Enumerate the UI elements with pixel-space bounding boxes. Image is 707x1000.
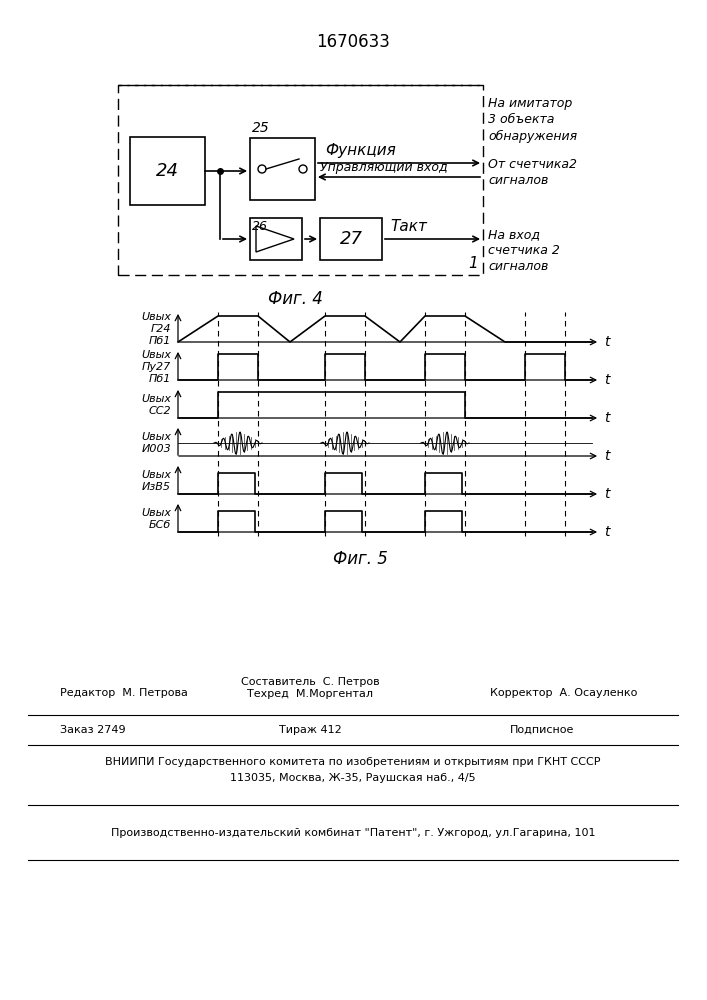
Text: t: t bbox=[604, 373, 609, 387]
Text: 27: 27 bbox=[339, 230, 363, 248]
Text: Uвых
Г24
Пб1: Uвых Г24 Пб1 bbox=[141, 312, 171, 346]
Bar bbox=[320, 218, 382, 260]
Text: На имитатор
3 объекта
обнаружения: На имитатор 3 объекта обнаружения bbox=[488, 97, 577, 143]
Text: t: t bbox=[604, 335, 609, 349]
Text: ВНИИПИ Государственного комитета по изобретениям и открытиям при ГКНТ СССР: ВНИИПИ Государственного комитета по изоб… bbox=[105, 757, 601, 767]
Text: Тираж 412: Тираж 412 bbox=[279, 725, 341, 735]
Text: t: t bbox=[604, 525, 609, 539]
Text: 1: 1 bbox=[468, 256, 478, 271]
Text: 24: 24 bbox=[156, 162, 179, 180]
Text: Корректор  А. Осауленко: Корректор А. Осауленко bbox=[490, 688, 638, 698]
Text: Фиг. 4: Фиг. 4 bbox=[267, 290, 322, 308]
Text: Подписное: Подписное bbox=[510, 725, 574, 735]
Text: Функция: Функция bbox=[325, 143, 396, 158]
Text: Составитель  С. Петров
Техред  М.Моргентал: Составитель С. Петров Техред М.Моргентал bbox=[240, 677, 380, 699]
Bar bbox=[130, 137, 205, 205]
Bar bbox=[118, 85, 483, 275]
Bar bbox=[250, 218, 302, 260]
Text: Заказ 2749: Заказ 2749 bbox=[60, 725, 126, 735]
Text: 26: 26 bbox=[252, 220, 268, 233]
Text: 113035, Москва, Ж-35, Раушская наб., 4/5: 113035, Москва, Ж-35, Раушская наб., 4/5 bbox=[230, 773, 476, 783]
Text: Такт: Такт bbox=[390, 219, 427, 234]
Bar bbox=[250, 138, 315, 200]
Text: Фиг. 5: Фиг. 5 bbox=[332, 550, 387, 568]
Text: Uвых
И003: Uвых И003 bbox=[141, 432, 171, 454]
Text: На вход
счетчика 2
сигналов: На вход счетчика 2 сигналов bbox=[488, 229, 560, 273]
Text: Uвых
СС2: Uвых СС2 bbox=[141, 394, 171, 416]
Text: 1670633: 1670633 bbox=[316, 33, 390, 51]
Text: Uвых
Пу27
Пб1: Uвых Пу27 Пб1 bbox=[141, 350, 171, 384]
Text: t: t bbox=[604, 411, 609, 425]
Text: t: t bbox=[604, 449, 609, 463]
Text: Uвых
БСб: Uвых БСб bbox=[141, 508, 171, 530]
Text: Редактор  М. Петрова: Редактор М. Петрова bbox=[60, 688, 188, 698]
Text: t: t bbox=[604, 487, 609, 501]
Text: Управляющий вход: Управляющий вход bbox=[320, 161, 448, 174]
Text: Uвых
ИзВ5: Uвых ИзВ5 bbox=[141, 470, 171, 492]
Text: От счетчика2
сигналов: От счетчика2 сигналов bbox=[488, 158, 577, 188]
Text: 25: 25 bbox=[252, 121, 270, 135]
Text: Производственно-издательский комбинат "Патент", г. Ужгород, ул.Гагарина, 101: Производственно-издательский комбинат "П… bbox=[111, 828, 595, 838]
